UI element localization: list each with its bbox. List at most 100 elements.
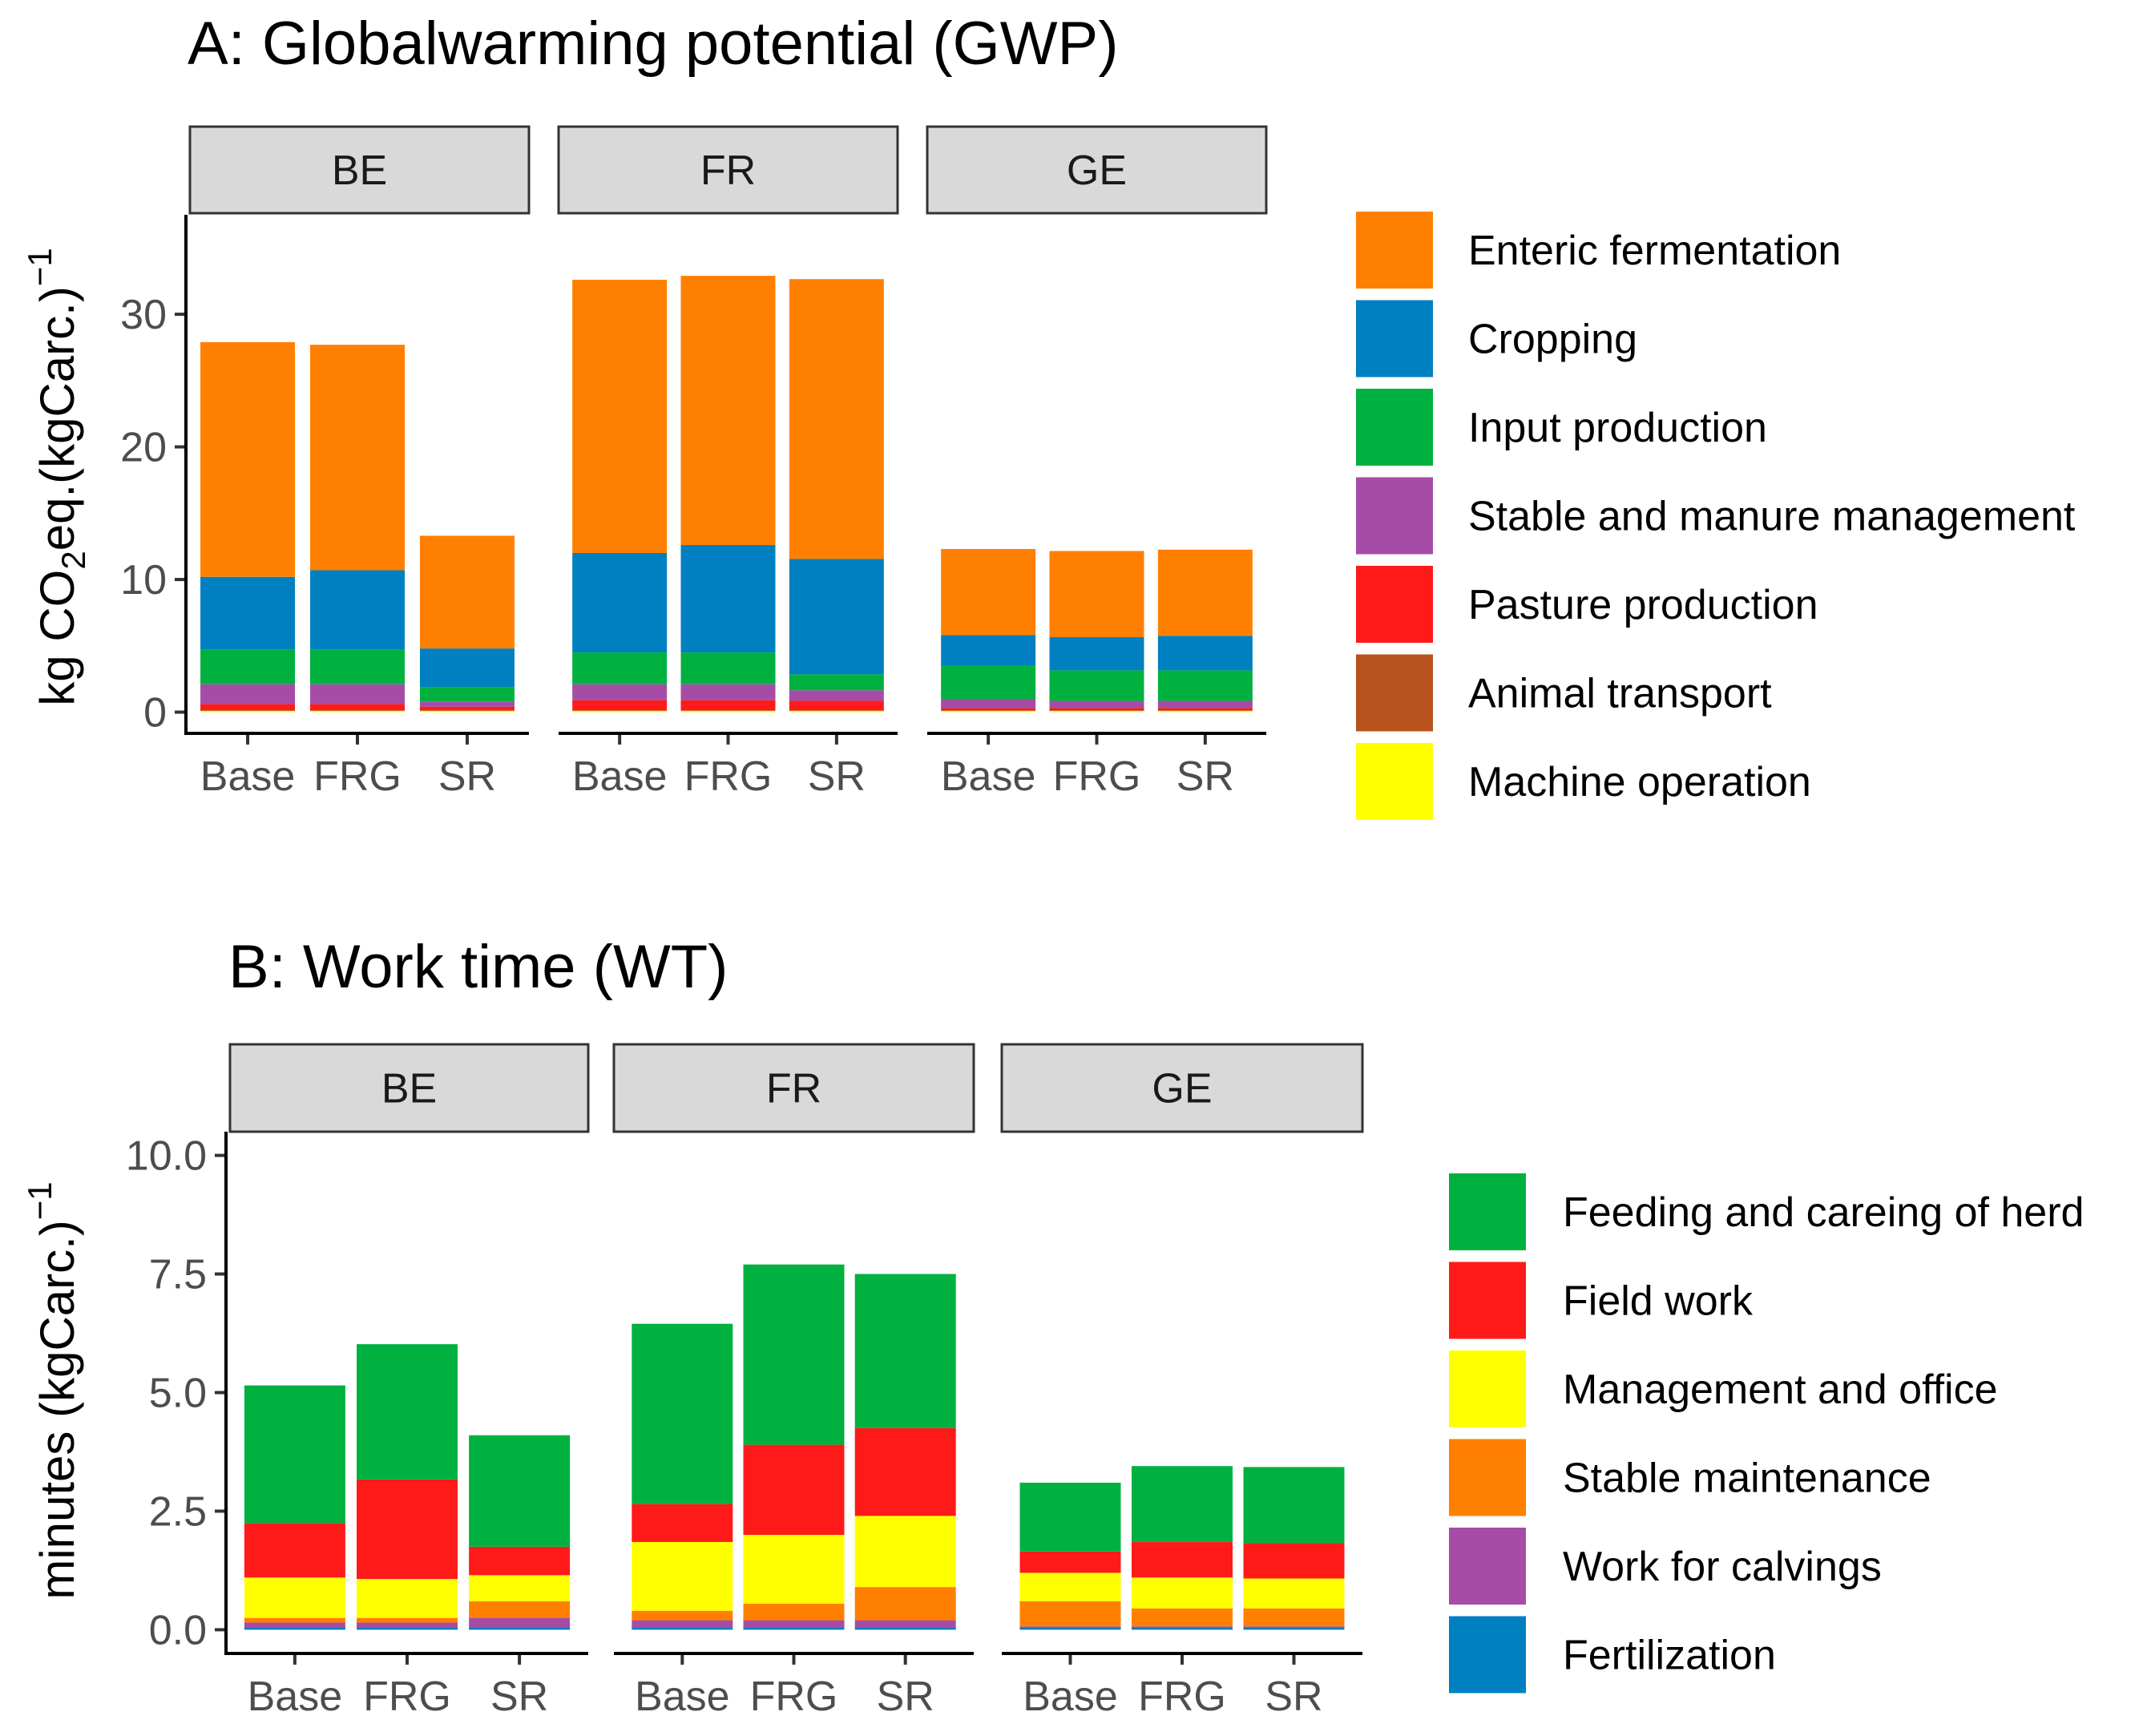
bar-segment-fertilization: [1019, 1627, 1121, 1630]
bar-segment-stable-maintenance: [244, 1617, 345, 1623]
facet-strip-label: FR: [766, 1066, 821, 1112]
bar-segment-fertilization: [1243, 1627, 1345, 1630]
bar-segment-pasture-production: [680, 700, 776, 711]
y-tick-label: 2.5: [149, 1488, 207, 1535]
bar-segment-work-for-calvings: [632, 1620, 733, 1628]
legend-key: [1353, 651, 1436, 735]
bar-segment-stable-maintenance: [743, 1603, 845, 1621]
facet-strip: [557, 125, 899, 215]
facet-strip-label: BE: [381, 1066, 437, 1112]
bar-segment-pasture-production: [200, 704, 296, 711]
legend-label: Input production: [1468, 405, 1767, 451]
bar-segment-machine-operation: [310, 710, 405, 713]
legend-label: Fertilization: [1563, 1633, 1776, 1679]
bar-segment-field-work: [1019, 1551, 1121, 1573]
y-tick-label: 5.0: [149, 1371, 207, 1417]
bar-segment-work-for-calvings: [357, 1622, 458, 1628]
bar-segment-stable-and-manure-management: [419, 701, 515, 707]
legend-key: [1353, 297, 1436, 381]
bar-segment-input-production: [572, 652, 668, 684]
bar-segment-feeding-and-careing-of-herd: [1019, 1482, 1121, 1552]
y-tick-label: 30: [120, 292, 167, 338]
bar-segment-pasture-production: [789, 700, 884, 711]
facet-fr: FR Base FRG SR: [557, 125, 899, 800]
legend-key: [1446, 1613, 1529, 1697]
bar-segment-stable-and-manure-management: [941, 698, 1036, 709]
bar-segment-work-for-calvings: [1132, 1626, 1233, 1628]
x-tick-label: Base: [200, 753, 296, 800]
bar-segment-fertilization: [743, 1627, 845, 1630]
legend-key: [1446, 1435, 1529, 1520]
facet-be: BE Base FRG SR: [186, 125, 531, 800]
bar-segment-pasture-production: [419, 706, 515, 711]
bar-segment-input-production: [680, 652, 776, 684]
bar-segment-input-production: [1157, 670, 1253, 701]
legend-label: Work for calvings: [1563, 1544, 1882, 1590]
y-axis-label-main: minutes (kgCarc.): [30, 1220, 84, 1599]
bar-segment-pasture-production: [941, 708, 1036, 711]
bar-segment-machine-operation: [200, 710, 296, 713]
legend-key: [1353, 563, 1436, 646]
bar-segment-stable-and-manure-management: [1157, 700, 1253, 709]
y-tick-label: 20: [120, 425, 167, 471]
facet-ge: GE Base FRG SR: [926, 125, 1268, 800]
legend-label: Field work: [1563, 1278, 1754, 1325]
facet-strip: [926, 125, 1268, 215]
bar-segment-enteric-fermentation: [310, 345, 405, 571]
bar-segment-enteric-fermentation: [1157, 549, 1253, 636]
y-axis-label-superscript: −1: [21, 248, 59, 286]
bar-segment-cropping: [419, 648, 515, 688]
bar-segment-stable-and-manure-management: [789, 690, 884, 701]
bar-segment-animal-transport: [789, 710, 884, 711]
bar-segment-feeding-and-careing-of-herd: [1243, 1467, 1345, 1544]
legend-key: [1446, 1170, 1529, 1254]
legend-key: [1446, 1258, 1529, 1342]
legend-label: Stable maintenance: [1563, 1455, 1931, 1502]
y-tick-label: 10.0: [126, 1133, 207, 1180]
panel-A: A: Globalwarming potential (GWP) kg CO2eq…: [21, 10, 2076, 823]
x-tick-label: FRG: [363, 1673, 451, 1720]
bar-segment-enteric-fermentation: [941, 548, 1036, 636]
bar-segment-machine-operation: [941, 710, 1036, 713]
bar-segment-machine-operation: [1157, 710, 1253, 713]
x-tick-label: Base: [635, 1673, 730, 1720]
y-tick-label: 0: [143, 690, 167, 737]
bar-segment-input-production: [200, 649, 296, 684]
bar-segment-feeding-and-careing-of-herd: [469, 1435, 571, 1547]
bar-segment-fertilization: [469, 1627, 571, 1630]
bar-segment-enteric-fermentation: [572, 280, 668, 553]
y-tick-label: 0.0: [149, 1607, 207, 1653]
bar-segment-field-work: [357, 1479, 458, 1580]
bar-segment-cropping: [310, 570, 405, 650]
legend-key: [1353, 740, 1436, 823]
facet-strip: [228, 1043, 590, 1133]
bar-segment-work-for-calvings: [854, 1620, 956, 1628]
bar-segment-stable-and-manure-management: [572, 684, 668, 700]
bar-segment-enteric-fermentation: [419, 535, 515, 649]
bar-segment-enteric-fermentation: [680, 276, 776, 546]
legend-key: [1446, 1524, 1529, 1608]
facet-strip: [612, 1043, 975, 1133]
legend: Feeding and careing of herd Field work Man…: [1446, 1170, 2084, 1697]
bar-segment-stable-maintenance: [632, 1610, 733, 1621]
bar-segment-field-work: [1243, 1543, 1345, 1579]
y-tick-label: 10: [120, 557, 167, 604]
bar-segment-field-work: [854, 1427, 956, 1516]
bar-segment-pasture-production: [572, 700, 668, 711]
y-axis-label-main: kg CO: [30, 570, 84, 706]
bar-segment-management-and-office: [1019, 1572, 1121, 1601]
bar-segment-stable-maintenance: [469, 1601, 571, 1618]
legend-label: Enteric fermentation: [1468, 228, 1841, 274]
bar-segment-fertilization: [244, 1627, 345, 1630]
bar-segment-feeding-and-careing-of-herd: [1132, 1466, 1233, 1542]
bar-segment-input-production: [310, 649, 405, 684]
legend-label: Pasture production: [1468, 582, 1818, 628]
bar-segment-machine-operation: [1049, 710, 1144, 713]
bar-segment-input-production: [419, 687, 515, 702]
x-tick-label: FRG: [1053, 753, 1141, 800]
bar-segment-pasture-production: [1049, 708, 1144, 711]
y-axis-label-superscript: −1: [21, 1181, 59, 1220]
legend-label: Management and office: [1563, 1367, 1998, 1413]
bar-segment-machine-operation: [572, 710, 668, 713]
x-tick-label: SR: [877, 1673, 934, 1720]
